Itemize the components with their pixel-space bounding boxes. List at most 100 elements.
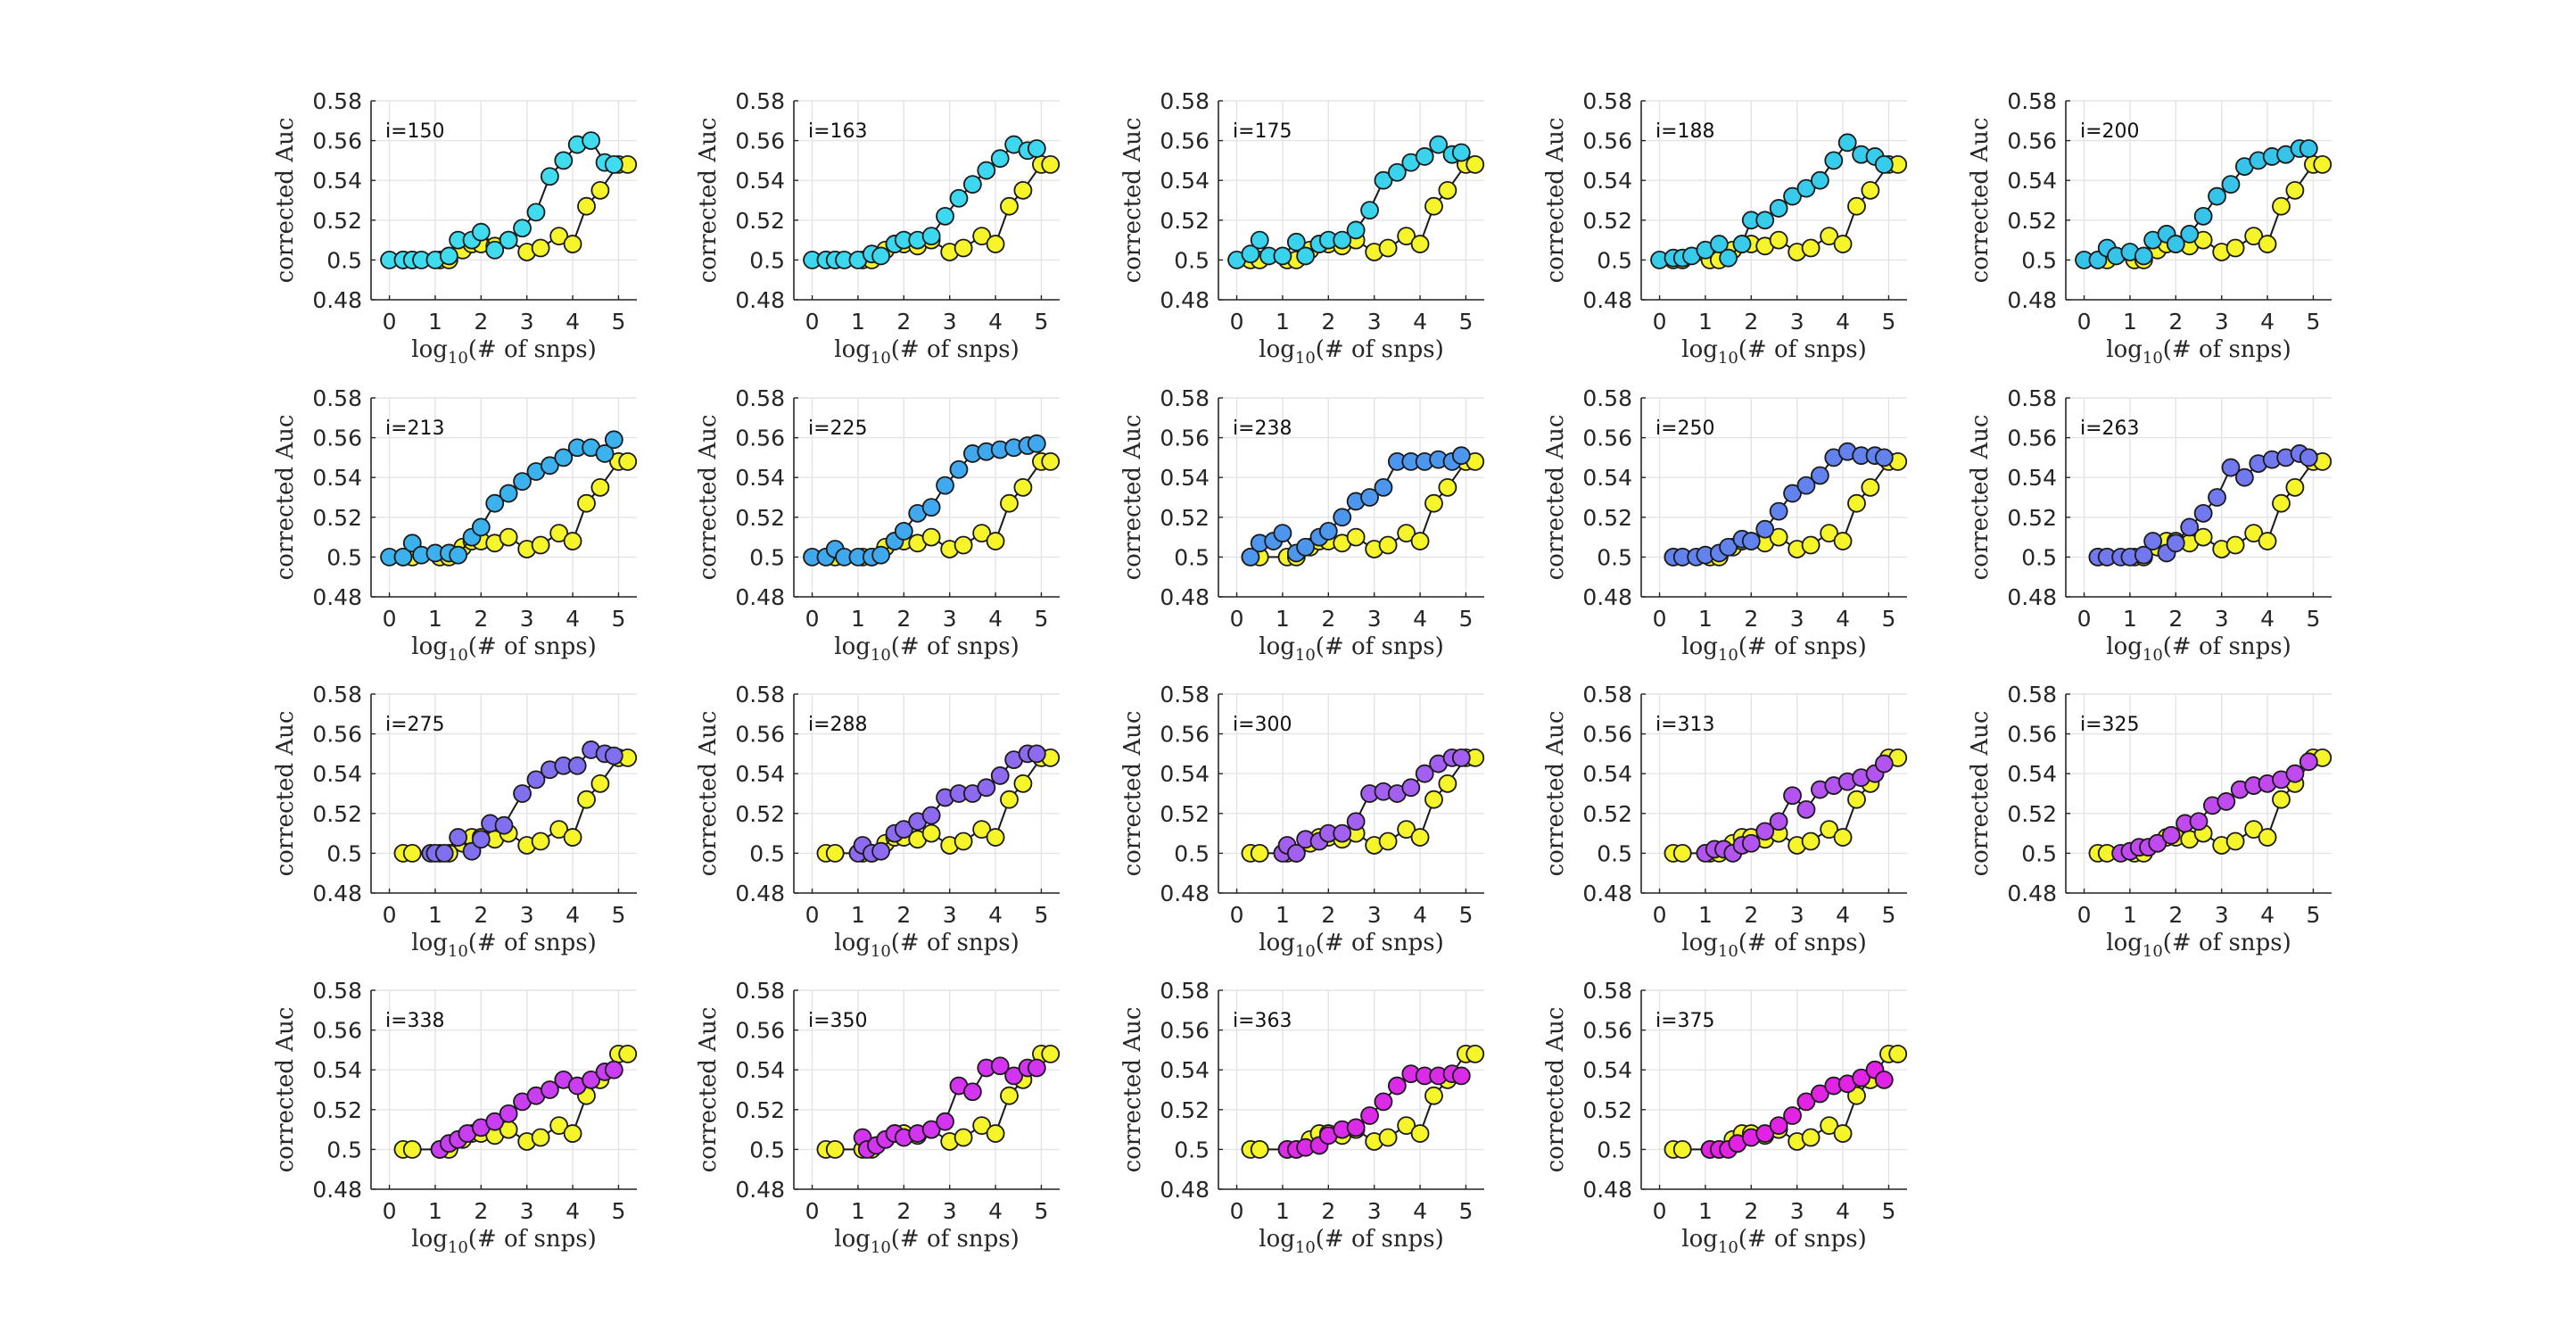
- y-tick-label: 0.54: [312, 168, 362, 194]
- x-tick-label: 1: [1276, 606, 1290, 632]
- x-tick-label: 3: [943, 606, 957, 632]
- panel-series-point: [1387, 1076, 1407, 1096]
- y-tick-label: 0.58: [1160, 978, 1210, 1004]
- panel-series-point: [2208, 186, 2226, 206]
- panel: 0 1 2 3 4 5 0.48 0.5 0.52 0.54 0.56 0.58 log10(# of …: [272, 682, 638, 961]
- y-axis-label: corrected Auc: [1542, 1007, 1569, 1173]
- baseline-series-point: [2225, 535, 2245, 555]
- panel-series-point: [1296, 246, 1316, 266]
- baseline-series-point: [1041, 451, 1061, 471]
- panel-series-point: [1451, 1066, 1471, 1086]
- panel-series-point: [871, 545, 891, 565]
- panel: 0 1 2 3 4 5 0.48 0.5 0.52 0.54 0.56 0.58 log10(# of …: [272, 88, 638, 368]
- x-tick-label: 3: [1790, 1198, 1804, 1224]
- panel-series-point: [2221, 175, 2241, 194]
- baseline-series-point: [499, 527, 518, 547]
- panel-series-point: [1027, 139, 1046, 158]
- y-tick-label: 0.48: [735, 1177, 785, 1203]
- x-tick-label: 3: [520, 309, 534, 335]
- x-tick-label: 4: [1413, 606, 1427, 632]
- y-tick-label: 0.54: [1582, 465, 1632, 491]
- x-axis-label: log10(# of snps): [411, 633, 596, 665]
- panel-series-point: [499, 1104, 518, 1123]
- panel-series-point: [1250, 230, 1269, 250]
- panel-series-point: [1333, 823, 1352, 843]
- x-tick-label: 1: [1276, 1198, 1290, 1224]
- panel-series-point: [1769, 199, 1788, 218]
- y-tick-label: 0.56: [2007, 128, 2057, 154]
- y-tick-label: 0.48: [735, 287, 785, 313]
- panel-series-point: [1346, 220, 1366, 240]
- y-axis-label: corrected Auc: [272, 1007, 299, 1173]
- x-tick-label: 2: [1744, 309, 1758, 335]
- y-tick-label: 0.54: [735, 465, 785, 491]
- baseline-series-point: [2225, 238, 2245, 258]
- panel: 0 1 2 3 4 5 0.48 0.5 0.52 0.54 0.56 0.58 log10(# of …: [1119, 385, 1485, 665]
- panel-series-point: [526, 770, 546, 790]
- x-tick-label: 4: [988, 606, 1003, 632]
- panel-series-point: [1004, 1066, 1024, 1086]
- y-tick-label: 0.56: [735, 1018, 785, 1044]
- panel-series-point: [1741, 833, 1761, 853]
- y-axis-label: corrected Auc: [1967, 118, 1994, 284]
- panel-series-point: [434, 844, 454, 863]
- baseline-series-point: [1769, 527, 1788, 547]
- baseline-series-point: [2258, 532, 2277, 550]
- panel-series-point: [595, 444, 615, 463]
- y-axis-label: corrected Auc: [695, 711, 722, 877]
- baseline-series-point: [1833, 1124, 1853, 1143]
- x-tick-label: 0: [2077, 309, 2092, 335]
- y-tick-label: 0.48: [312, 584, 362, 610]
- y-tick-label: 0.58: [1582, 385, 1632, 411]
- panel-series-point: [449, 828, 468, 847]
- x-axis-label: log10(# of snps): [834, 633, 1019, 665]
- x-tick-label: 5: [2306, 309, 2320, 335]
- baseline-series-point: [1861, 180, 1880, 200]
- x-tick-label: 5: [1034, 309, 1048, 335]
- panel-label: i=200: [2080, 120, 2140, 143]
- x-tick-label: 4: [566, 309, 580, 335]
- x-tick-label: 0: [1230, 309, 1244, 335]
- panel-series-point: [1429, 135, 1449, 154]
- baseline-series-point: [1000, 790, 1019, 809]
- x-axis-label: log10(# of snps): [1259, 1226, 1443, 1257]
- panel-series-point: [2217, 792, 2236, 811]
- panel-series-point: [1451, 446, 1471, 466]
- baseline-series-point: [1833, 828, 1853, 847]
- x-tick-label: 5: [1881, 1198, 1895, 1224]
- y-tick-label: 0.58: [2007, 385, 2057, 411]
- y-tick-label: 0.52: [312, 801, 362, 827]
- baseline-series-point: [825, 1140, 845, 1159]
- y-tick-label: 0.52: [312, 1097, 362, 1123]
- baseline-series-point: [563, 235, 582, 253]
- x-tick-label: 2: [2168, 902, 2183, 928]
- y-tick-label: 0.56: [735, 426, 785, 451]
- baseline-series-point: [1438, 180, 1457, 200]
- panel-series-point: [499, 230, 518, 250]
- x-axis-label: log10(# of snps): [411, 1226, 596, 1257]
- panel-series-point: [582, 1070, 601, 1089]
- panel-series-point: [1810, 466, 1829, 485]
- y-tick-label: 0.54: [735, 168, 785, 194]
- x-axis-label: log10(# of snps): [411, 930, 596, 961]
- x-axis-label: log10(# of snps): [1681, 1226, 1866, 1257]
- panel-series-point: [1769, 812, 1788, 831]
- panel-series-point: [1719, 537, 1738, 557]
- baseline-series-point: [2313, 154, 2332, 174]
- x-tick-label: 1: [428, 309, 442, 335]
- panel-series-point: [1241, 244, 1260, 264]
- panel-series-point: [513, 219, 532, 238]
- panel-series-point: [1451, 143, 1471, 162]
- x-tick-label: 1: [1698, 902, 1713, 928]
- y-axis-label: corrected Auc: [272, 415, 299, 581]
- y-tick-label: 0.54: [1160, 465, 1210, 491]
- baseline-series-point: [1847, 196, 1866, 216]
- baseline-series-point: [531, 831, 550, 851]
- panel-series-point: [2208, 488, 2226, 507]
- y-tick-label: 0.5: [2021, 840, 2057, 866]
- baseline-series-point: [1820, 1116, 1839, 1136]
- panel-series-point: [2180, 517, 2200, 537]
- x-tick-label: 4: [2260, 902, 2275, 928]
- baseline-series-point: [618, 451, 638, 471]
- x-tick-label: 4: [1836, 1198, 1850, 1224]
